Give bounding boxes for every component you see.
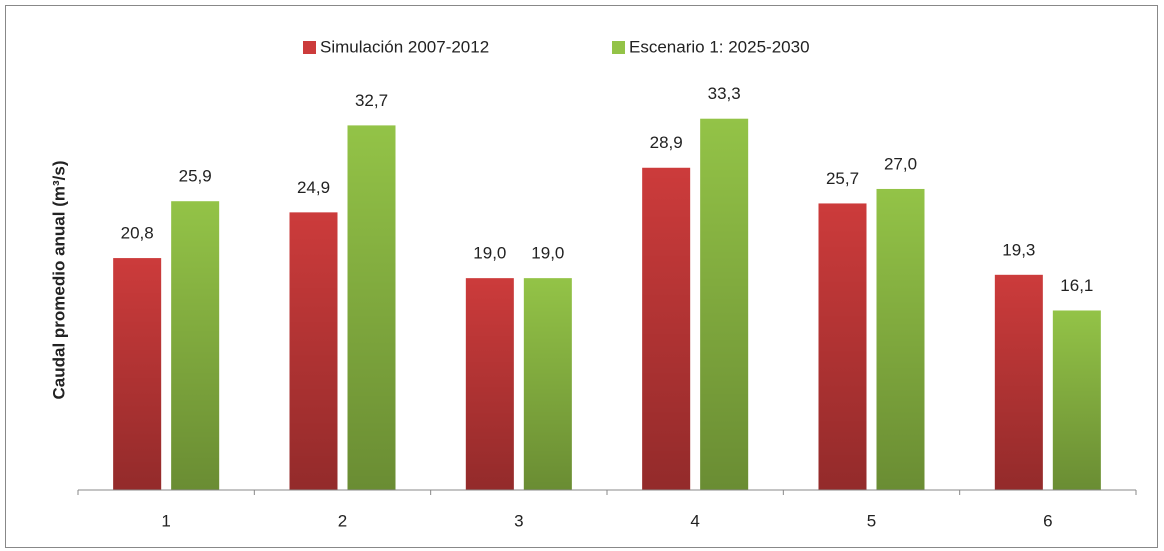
value-label: 27,0	[884, 154, 917, 173]
value-label: 32,7	[355, 91, 388, 110]
x-tick-label: 3	[514, 511, 523, 530]
bar-shade	[523, 278, 572, 490]
value-label: 24,9	[297, 178, 330, 197]
value-label: 16,1	[1060, 276, 1093, 295]
value-label: 19,3	[1002, 240, 1035, 259]
bar-shade	[347, 125, 396, 491]
legend-swatch	[303, 41, 316, 54]
bar-shade	[642, 167, 691, 490]
bar-shade	[700, 118, 749, 490]
bar-shade	[113, 258, 162, 490]
bar-shade	[1052, 310, 1101, 490]
x-tick-label: 6	[1043, 511, 1052, 530]
x-tick-label: 2	[338, 511, 347, 530]
bar-shade	[289, 212, 338, 491]
x-tick-label: 4	[690, 511, 699, 530]
value-label: 25,7	[826, 169, 859, 188]
bar-shade	[465, 278, 514, 490]
value-label: 20,8	[121, 224, 154, 243]
bar-shade	[818, 203, 867, 490]
value-label: 19,0	[531, 244, 564, 263]
bar-shade	[171, 201, 220, 490]
value-label: 28,9	[650, 133, 683, 152]
bar-shade	[994, 274, 1043, 490]
value-label: 25,9	[179, 167, 212, 186]
bar-shade	[876, 188, 925, 490]
y-axis-label: Caudal promedio anual (m³/s)	[49, 161, 68, 400]
legend-label: Escenario 1: 2025-2030	[629, 37, 810, 56]
value-label: 19,0	[473, 244, 506, 263]
legend-swatch	[612, 41, 625, 54]
value-label: 33,3	[708, 84, 741, 103]
x-tick-label: 1	[161, 511, 170, 530]
legend-label: Simulación 2007-2012	[320, 37, 489, 56]
x-tick-label: 5	[867, 511, 876, 530]
